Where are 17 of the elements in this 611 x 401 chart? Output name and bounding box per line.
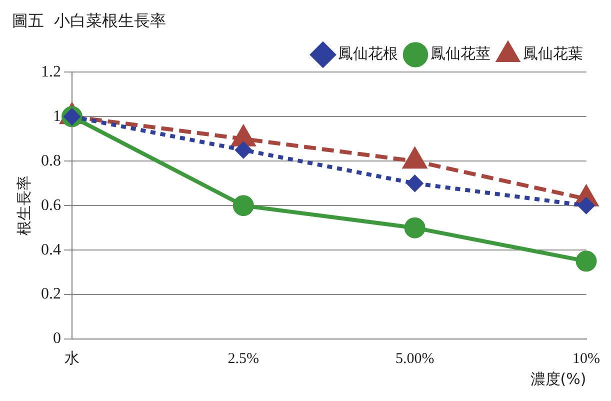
x-tick-label: 2.5%	[228, 350, 260, 367]
y-tick-label: 1	[53, 108, 61, 125]
y-tick-label: 0.4	[41, 241, 61, 258]
chart-title: 圖五 小白菜根生長率	[12, 10, 166, 30]
legend-label: 鳳仙花葉	[523, 44, 583, 63]
y-tick-label: 0.6	[41, 196, 61, 214]
y-tick-label: 0.2	[41, 286, 61, 303]
y-tick-label: 1.2	[41, 63, 61, 80]
y-tick-label: 0.8	[41, 152, 61, 170]
legend-label: 鳳仙花根	[338, 44, 398, 63]
x-axis-title: 濃度(%)	[530, 370, 586, 388]
y-tick-label: 0	[53, 330, 61, 348]
legend-label: 鳳仙花莖	[430, 44, 490, 63]
x-tick-label: 水	[64, 350, 80, 367]
x-tick-label: 5.00%	[395, 350, 434, 367]
y-axis-title: 根生長率	[14, 176, 33, 236]
x-tick-label: 10%	[572, 350, 600, 367]
